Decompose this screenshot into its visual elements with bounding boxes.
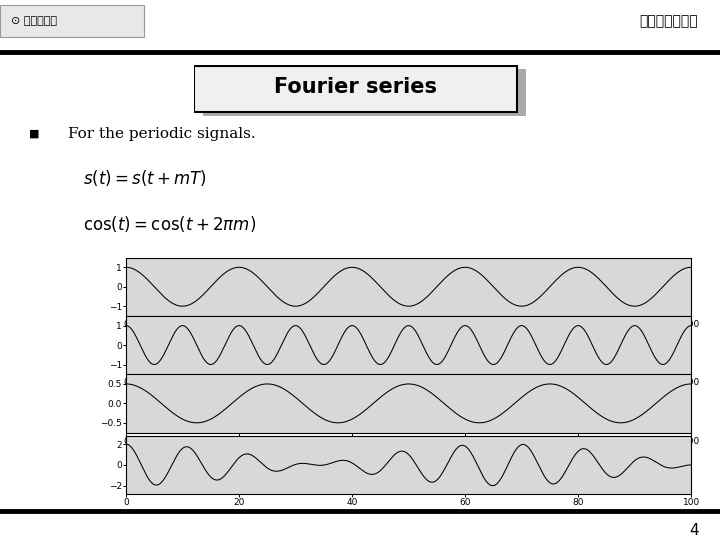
Text: $\mathrm{cos}(t) = \mathrm{cos}(t + 2\pi m)$: $\mathrm{cos}(t) = \mathrm{cos}(t + 2\pi… <box>83 213 256 233</box>
Text: Fourier series: Fourier series <box>274 77 437 97</box>
Text: ⊙ 충북대학교: ⊙ 충북대학교 <box>11 16 57 26</box>
FancyBboxPatch shape <box>203 70 526 120</box>
Text: ■: ■ <box>29 129 40 139</box>
FancyBboxPatch shape <box>0 5 144 37</box>
Text: 4: 4 <box>689 523 698 538</box>
Text: $s(t) = s(t + mT)$: $s(t) = s(t + mT)$ <box>83 168 207 188</box>
FancyBboxPatch shape <box>194 66 518 112</box>
Text: 전자통신연구실: 전자통신연구실 <box>640 14 698 28</box>
Text: For the periodic signals.: For the periodic signals. <box>68 127 256 141</box>
